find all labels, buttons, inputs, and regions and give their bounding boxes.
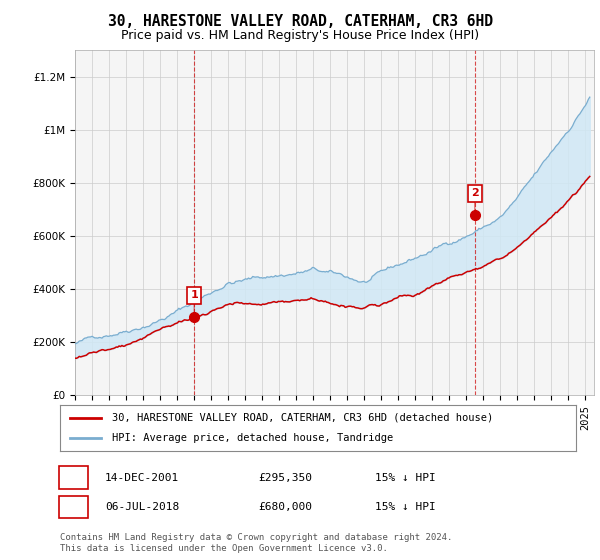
Text: 2: 2 [70, 502, 77, 512]
Text: 15% ↓ HPI: 15% ↓ HPI [375, 473, 436, 483]
Text: Contains HM Land Registry data © Crown copyright and database right 2024.
This d: Contains HM Land Registry data © Crown c… [60, 533, 452, 553]
Text: 1: 1 [190, 291, 198, 300]
Text: £680,000: £680,000 [258, 502, 312, 512]
Text: £295,350: £295,350 [258, 473, 312, 483]
Text: 14-DEC-2001: 14-DEC-2001 [105, 473, 179, 483]
Text: Price paid vs. HM Land Registry's House Price Index (HPI): Price paid vs. HM Land Registry's House … [121, 29, 479, 42]
Text: 30, HARESTONE VALLEY ROAD, CATERHAM, CR3 6HD: 30, HARESTONE VALLEY ROAD, CATERHAM, CR3… [107, 14, 493, 29]
Text: 2: 2 [471, 189, 479, 198]
Text: 30, HARESTONE VALLEY ROAD, CATERHAM, CR3 6HD (detached house): 30, HARESTONE VALLEY ROAD, CATERHAM, CR3… [112, 413, 493, 423]
Text: 15% ↓ HPI: 15% ↓ HPI [375, 502, 436, 512]
Text: 1: 1 [70, 473, 77, 483]
Text: HPI: Average price, detached house, Tandridge: HPI: Average price, detached house, Tand… [112, 433, 393, 443]
Text: 06-JUL-2018: 06-JUL-2018 [105, 502, 179, 512]
